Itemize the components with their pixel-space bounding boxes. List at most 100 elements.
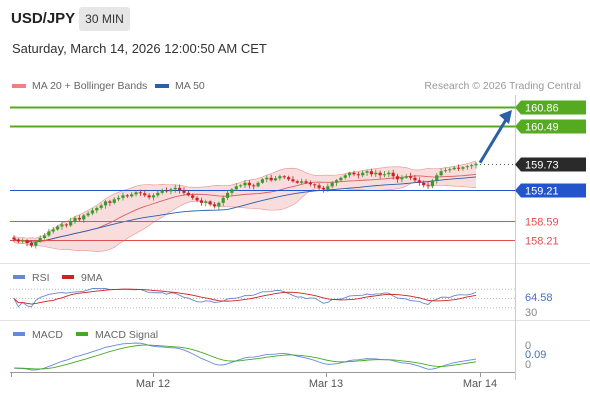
candle	[204, 199, 208, 207]
candle	[300, 178, 304, 185]
price-tag-bg-160-49	[515, 119, 586, 134]
price-tag-158-59: 158.59	[525, 217, 559, 229]
candle	[239, 184, 243, 188]
candle	[295, 179, 299, 184]
candle-body	[221, 197, 225, 203]
candle	[156, 190, 160, 198]
macd-signal-legend-label: MACD Signal	[95, 329, 158, 341]
candle	[330, 181, 334, 189]
macd-legend-swatch	[13, 332, 25, 336]
candle-body	[151, 195, 156, 198]
legend-swatch-ma50	[155, 84, 169, 89]
candle	[273, 176, 278, 182]
candle	[387, 170, 391, 178]
candle-body	[95, 207, 99, 211]
candle	[134, 191, 138, 197]
candle	[404, 174, 408, 179]
candle-body	[64, 224, 68, 226]
candle	[90, 208, 95, 216]
candle-body	[308, 182, 312, 185]
candle-body	[90, 210, 95, 214]
candle-body	[125, 195, 129, 197]
macd-line	[13, 342, 477, 371]
candle	[173, 184, 177, 193]
candle-body	[339, 177, 343, 181]
candle	[186, 190, 190, 197]
candle	[86, 211, 90, 217]
candle-body	[225, 192, 230, 198]
macd-signal-line	[13, 344, 477, 370]
candle-body	[304, 181, 308, 183]
candle-body	[234, 186, 238, 190]
candle-body	[195, 197, 199, 201]
candle-body	[382, 174, 387, 176]
candle	[452, 165, 456, 171]
candle	[321, 185, 326, 193]
candle-body	[42, 235, 47, 238]
candle-body	[374, 172, 378, 175]
candle	[164, 187, 169, 193]
candle-body	[138, 192, 142, 194]
candle	[278, 174, 282, 181]
candle	[182, 187, 186, 196]
candle-body	[291, 179, 295, 182]
candle-body	[143, 193, 147, 196]
candle	[430, 179, 435, 189]
candle-body	[130, 194, 134, 197]
timeframe-badge[interactable]: 30 MIN	[79, 7, 130, 31]
candle	[470, 163, 474, 170]
price-tag-159-73: 159.73	[525, 160, 559, 172]
ma50-line	[13, 176, 477, 243]
candle-body	[330, 182, 334, 187]
candle-body	[452, 167, 456, 170]
candle-body	[321, 187, 326, 190]
candle-body	[21, 240, 25, 242]
candle-body	[409, 176, 413, 178]
candle-body	[16, 239, 20, 242]
candle	[195, 196, 199, 203]
candle	[60, 221, 64, 230]
candle	[395, 173, 400, 183]
candle	[121, 192, 125, 201]
candle	[221, 195, 225, 207]
candle-body	[252, 185, 256, 187]
price-tag-bg-160-86	[515, 100, 586, 115]
candles	[12, 161, 478, 249]
legend-swatch-ma20	[12, 84, 26, 89]
candle	[151, 193, 156, 201]
candle-body	[273, 178, 278, 181]
candle	[343, 173, 347, 180]
candle	[413, 175, 417, 183]
candle-body	[134, 192, 138, 195]
candle	[25, 239, 29, 247]
candle-body	[51, 229, 55, 232]
candle-body	[12, 237, 16, 240]
candle-body	[117, 197, 121, 200]
candle	[252, 183, 256, 190]
candle-body	[456, 167, 461, 169]
candle	[55, 225, 60, 231]
candle-body	[417, 180, 421, 183]
price-tag-bg-159-21	[515, 183, 586, 198]
candle-body	[191, 195, 195, 198]
candle	[439, 168, 443, 177]
candle-body	[55, 226, 60, 230]
candle	[38, 235, 42, 243]
candle-body	[243, 182, 247, 186]
candle-body	[182, 190, 186, 193]
candle-body	[199, 200, 204, 203]
candle	[474, 161, 478, 169]
candle-body	[356, 174, 360, 176]
candle-body	[186, 192, 190, 196]
candle-body	[82, 215, 86, 220]
candle-body	[77, 217, 81, 220]
price-tag-159-21: 159.21	[525, 186, 559, 198]
price-levels	[10, 106, 515, 241]
candle-body	[208, 201, 212, 205]
candle	[178, 184, 182, 194]
candle-body	[156, 192, 160, 196]
candle	[291, 176, 295, 183]
rsi-ma-legend-swatch	[62, 275, 74, 279]
candle	[99, 203, 103, 210]
